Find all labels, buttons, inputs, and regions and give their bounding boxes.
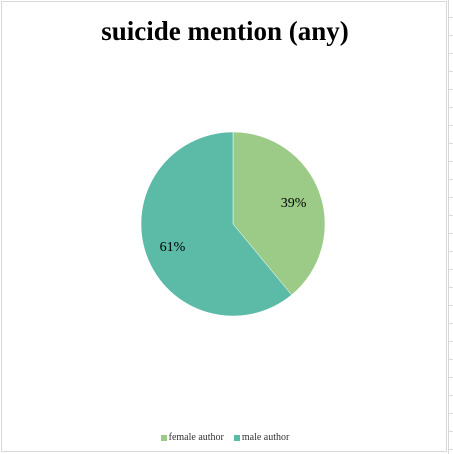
pie-slice-female-author[interactable] xyxy=(232,131,326,296)
pie-slice-male-author[interactable] xyxy=(140,131,292,317)
pie-labels: 39% 61% xyxy=(160,196,307,255)
data-label-male-author: 61% xyxy=(160,240,186,255)
legend-swatch-female-author xyxy=(160,434,167,441)
legend-item-female-author: female author xyxy=(160,432,224,443)
pie-chart: 39% 61% xyxy=(140,131,326,317)
pie-slices xyxy=(140,131,326,317)
chart-area[interactable]: suicide mention (any) 39% 61% female auth… xyxy=(1,1,447,452)
legend-swatch-male-author xyxy=(233,434,240,441)
legend-label-male-author: male author xyxy=(241,432,290,443)
data-label-female-author: 39% xyxy=(281,196,307,211)
legend-item-male-author: male author xyxy=(233,432,290,443)
chart-title: suicide mention (any) xyxy=(101,16,349,46)
spreadsheet-gridlines xyxy=(448,0,453,454)
legend: female author male author xyxy=(2,432,448,443)
legend-label-female-author: female author xyxy=(168,432,224,443)
